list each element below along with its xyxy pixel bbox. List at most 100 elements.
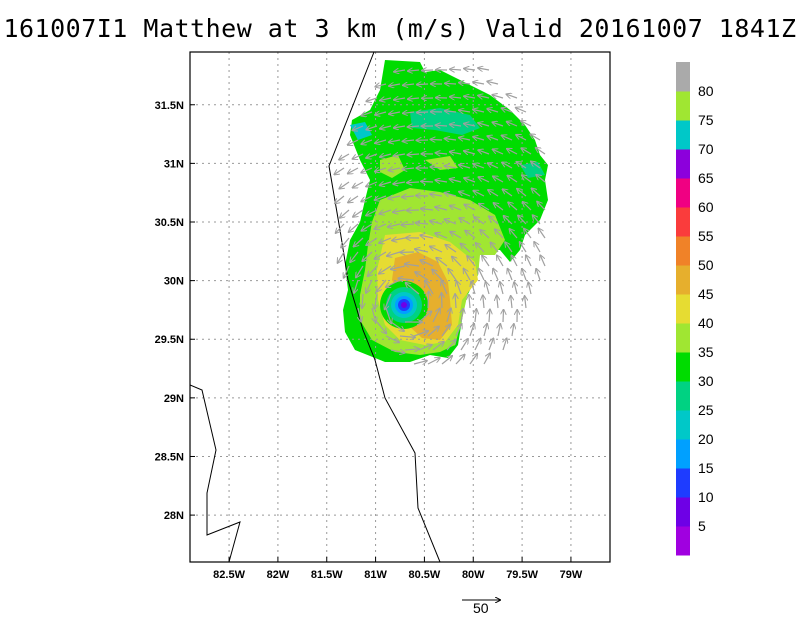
- coastline-florida-gulf: [190, 384, 241, 562]
- lon-label-0: 82.5W: [213, 569, 245, 581]
- wind-vector-93: [502, 163, 513, 169]
- wind-vector-178: [430, 247, 443, 253]
- wind-vector-262: [432, 342, 444, 351]
- wind-vector-126: [340, 209, 350, 218]
- wind-vector-76: [478, 150, 490, 154]
- wind-vector-56: [403, 140, 415, 141]
- wind-vector-86: [402, 168, 415, 169]
- wind-vector-202: [366, 279, 373, 293]
- wind-vector-147: [416, 223, 429, 224]
- wind-vector-53: [361, 139, 373, 144]
- wind-vector-65: [530, 134, 541, 141]
- wind-vector-146: [401, 224, 415, 225]
- wind-vector-238: [376, 321, 386, 333]
- wind-vector-6: [478, 68, 490, 70]
- wind-vector-8: [389, 84, 401, 86]
- wind-vector-233: [469, 295, 470, 309]
- wind-vector-264: [460, 339, 468, 351]
- wind-vector-95: [531, 162, 541, 169]
- wind-vector-73: [436, 153, 448, 154]
- wind-vector-144: [375, 223, 387, 229]
- wind-vector-273: [483, 353, 490, 365]
- wind-vector-118: [430, 194, 443, 196]
- wind-vector-247: [503, 310, 504, 323]
- wind-vector-175: [387, 251, 401, 256]
- wind-vector-193: [436, 258, 448, 267]
- lat-label-5: 30.5N: [155, 217, 184, 229]
- wind-vector-157: [354, 237, 364, 247]
- colorbar-swatch-4: [676, 410, 690, 440]
- colorbar-label-2: 15: [698, 460, 714, 476]
- colorbar-label-5: 30: [698, 373, 714, 389]
- wind-vector-119: [445, 193, 457, 196]
- wind-vector-4: [450, 69, 462, 70]
- wind-vector-232: [455, 294, 456, 309]
- colorbar-swatch-7: [676, 323, 690, 353]
- wind-vector-98: [366, 181, 378, 187]
- wind-vector-1: [408, 70, 420, 71]
- wind-vector-129: [379, 209, 392, 214]
- wind-vector-74: [450, 152, 462, 154]
- wind-vector-216: [375, 293, 378, 309]
- wind-vector-75: [464, 151, 476, 154]
- wind-vector-110: [536, 175, 546, 183]
- wind-vector-78: [507, 149, 518, 155]
- wind-vector-130: [393, 210, 406, 212]
- wind-vector-166: [480, 230, 490, 239]
- wind-vector-183: [505, 242, 513, 253]
- wind-vector-148: [430, 221, 443, 224]
- wind-vector-47: [464, 124, 476, 126]
- wind-vector-108: [508, 176, 518, 183]
- wind-vector-104: [450, 179, 462, 182]
- wind-vector-109: [522, 175, 532, 183]
- wind-vector-113: [361, 195, 373, 201]
- colorbar-label-3: 20: [698, 431, 714, 447]
- wind-vector-234: [483, 295, 484, 309]
- wind-vector-121: [474, 191, 485, 197]
- wind-vector-154: [518, 216, 527, 225]
- lon-label-6: 79.5W: [506, 569, 538, 581]
- wind-vector-153: [504, 216, 513, 225]
- longitude-labels: 82.5W 82W 81.5W 81W 80.5W 80W 79.5W 79W: [213, 557, 583, 581]
- wind-vector-96: [339, 181, 350, 189]
- wind-vector-254: [455, 324, 462, 337]
- wind-vector-36: [487, 109, 499, 112]
- wind-vector-124: [517, 189, 527, 197]
- wind-vector-48: [478, 123, 490, 126]
- wind-vector-52: [348, 139, 359, 145]
- colorbar-label-13: 70: [698, 141, 714, 157]
- wind-vector-228: [371, 307, 376, 322]
- colorbar-swatch-13: [676, 149, 690, 179]
- wind-vector-41: [380, 126, 392, 129]
- wind-vectors: [334, 68, 546, 365]
- lat-label-3: 29.5N: [155, 334, 184, 346]
- wind-vector-141: [336, 223, 345, 233]
- wind-vector-71: [408, 154, 420, 155]
- wind-vector-211: [493, 269, 499, 281]
- colorbar-swatch-12: [676, 178, 690, 208]
- wind-vector-142: [349, 223, 359, 232]
- wind-vector-225: [514, 282, 517, 295]
- colorbar-label-15: 80: [698, 83, 714, 99]
- wind-vector-139: [523, 202, 532, 211]
- wind-vector-24: [478, 96, 490, 99]
- wind-vector-61: [473, 137, 485, 140]
- wind-vector-258: [512, 324, 514, 337]
- wind-vector-123: [503, 189, 513, 197]
- wind-vector-162: [420, 235, 434, 238]
- wind-vector-18: [394, 98, 406, 100]
- wind-vector-9: [403, 84, 415, 85]
- wind-vector-195: [467, 256, 476, 267]
- wind-vector-185: [534, 242, 541, 253]
- wind-vector-145: [388, 224, 401, 227]
- wind-vector-163: [435, 233, 448, 239]
- colorbar-swatch-8: [676, 294, 690, 324]
- wind-vector-226: [528, 283, 531, 295]
- wind-vector-23: [464, 96, 476, 98]
- wind-vector-37: [502, 108, 513, 112]
- wind-vector-64: [516, 135, 527, 141]
- wind-vector-120: [459, 192, 471, 197]
- wind-vector-0: [394, 70, 406, 72]
- wind-vector-66: [339, 153, 350, 160]
- wind-vector-10: [417, 84, 429, 85]
